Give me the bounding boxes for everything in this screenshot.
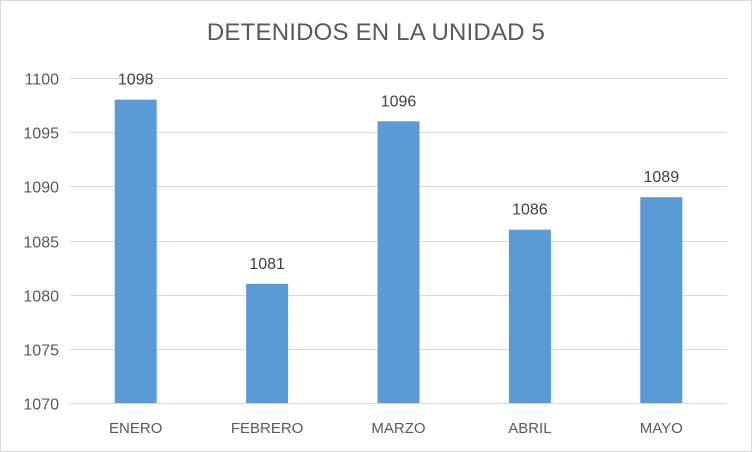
y-tick-label: 1095: [23, 126, 59, 143]
y-tick-label: 1100: [25, 72, 60, 89]
data-label: 1098: [118, 72, 154, 89]
data-label: 1081: [249, 256, 285, 273]
y-tick-label: 1080: [23, 289, 59, 306]
x-tick-label: FEBRERO: [231, 420, 304, 437]
data-label: 1086: [512, 202, 548, 219]
bar-abril: [508, 229, 551, 403]
bar-marzo: [377, 121, 420, 403]
y-tick-label: 1070: [23, 397, 59, 414]
x-tick-label: MAYO: [640, 420, 683, 437]
labels: 1070 1075 1080 1085 1090 1095 1100 1098 ENERO 108…: [23, 72, 682, 438]
y-tick-label: 1090: [23, 180, 59, 197]
chart-title: DETENIDOS EN LA UNIDAD 5: [206, 19, 546, 46]
x-tick-label: ENERO: [109, 420, 162, 437]
y-tick-label: 1075: [23, 343, 59, 360]
bar-mayo: [640, 197, 683, 403]
x-tick-label: ABRIL: [508, 420, 551, 437]
bar-febrero: [246, 283, 289, 403]
data-label: 1089: [644, 169, 680, 186]
y-tick-label: 1085: [23, 235, 59, 252]
bar-enero: [114, 99, 157, 404]
data-label: 1096: [381, 93, 417, 110]
x-tick-label: MARZO: [371, 420, 425, 437]
bars: [114, 99, 683, 404]
